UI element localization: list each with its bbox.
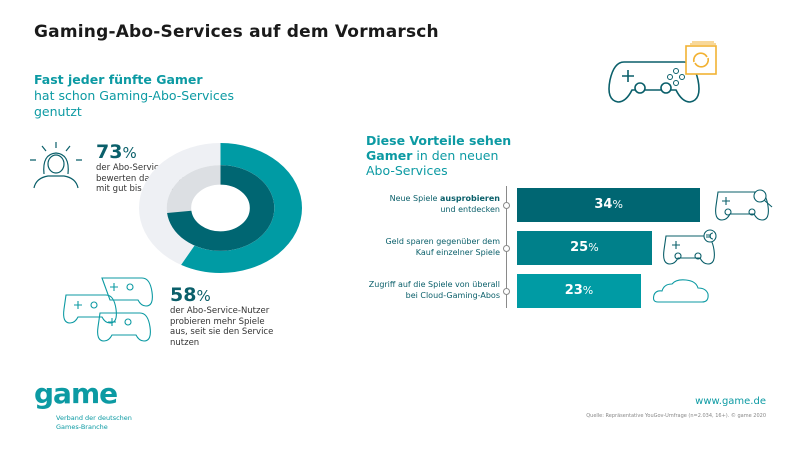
lead-bold: Fast jeder fünfte Gamer bbox=[34, 72, 203, 87]
label-line2: Kauf einzelner Spiele bbox=[415, 247, 500, 257]
lead-text: Fast jeder fünfte Gamer hat schon Gaming… bbox=[34, 72, 239, 120]
stat-text: der Abo-Service-Nutzer probieren mehr Sp… bbox=[170, 306, 274, 348]
cloud-icon bbox=[652, 279, 709, 303]
logo-sub-line2: Games-Branche bbox=[56, 423, 108, 431]
stat-value: 73 bbox=[96, 141, 123, 163]
game-logo: game bbox=[34, 377, 118, 410]
bar-value-label: 34% bbox=[594, 197, 623, 212]
controller-euro-icon bbox=[663, 229, 717, 265]
inner-ring-value bbox=[166, 165, 275, 251]
controller-magnifier-icon bbox=[715, 189, 773, 221]
label-line1: Geld sparen gegenüber dem bbox=[385, 237, 500, 246]
label-line2: und entdecken bbox=[440, 204, 500, 214]
heading-line2: in den neuen bbox=[412, 148, 499, 163]
heading-line1: Diese Vorteile sehen bbox=[366, 133, 512, 148]
heading-bold: Gamer bbox=[366, 148, 413, 163]
bar-chart-heading: Diese Vorteile sehen Gamer in den neuen … bbox=[366, 133, 511, 178]
stat-unit: % bbox=[196, 287, 211, 305]
outer-ring-value bbox=[139, 143, 302, 273]
bar: 34% bbox=[517, 188, 701, 222]
website-link[interactable]: www.game.de bbox=[695, 396, 766, 407]
donut-chart bbox=[139, 143, 302, 273]
bar-value-label: 25% bbox=[570, 240, 599, 255]
stat-unit: % bbox=[122, 144, 137, 162]
axis-marker bbox=[503, 288, 510, 295]
bar: 25% bbox=[517, 231, 652, 265]
bar-unit: % bbox=[582, 284, 594, 297]
bar-unit: % bbox=[612, 198, 623, 211]
bar-category-label: Geld sparen gegenüber dem Kauf einzelner … bbox=[310, 237, 500, 258]
bar-category-label: Zugriff auf die Spiele von überall bei Cl… bbox=[310, 280, 500, 301]
stat-73: 73% der Abo-Service-Nutzer bewerten das … bbox=[96, 142, 206, 195]
controller-subscription-icon bbox=[608, 41, 717, 103]
heading-line3: Abo-Services bbox=[366, 163, 448, 178]
stat-58: 58% der Abo-Service-Nutzer probieren meh… bbox=[170, 285, 282, 348]
axis-marker bbox=[503, 202, 510, 209]
bar-value-label: 23% bbox=[564, 283, 594, 298]
satisfied-user-icon bbox=[30, 142, 82, 189]
source-note: Quelle: Repräsentative YouGov-Umfrage (n… bbox=[586, 413, 766, 419]
label-line2: bei Cloud-Gaming-Abos bbox=[405, 290, 500, 300]
controllers-icon bbox=[63, 277, 153, 342]
axis-marker bbox=[503, 245, 510, 252]
bar: 23% bbox=[517, 274, 641, 308]
label-line1: Zugriff auf die Spiele von überall bbox=[368, 280, 500, 289]
bar-unit: % bbox=[588, 241, 599, 254]
bar-category-label: Neue Spiele ausprobieren und entdecken bbox=[310, 194, 500, 215]
label-line1: Neue Spiele ausprobieren bbox=[389, 194, 500, 203]
page-title: Gaming-Abo-Services auf dem Vormarsch bbox=[34, 22, 439, 42]
logo-subtitle: Verband der deutschen Games-Branche bbox=[56, 414, 132, 432]
stat-value: 58 bbox=[170, 284, 197, 306]
stat-text: der Abo-Service-Nutzer bewerten das Ange… bbox=[96, 163, 196, 194]
logo-sub-line1: Verband der deutschen bbox=[56, 414, 132, 422]
lead-rest: hat schon Gaming-Abo-Services genutzt bbox=[34, 88, 234, 119]
